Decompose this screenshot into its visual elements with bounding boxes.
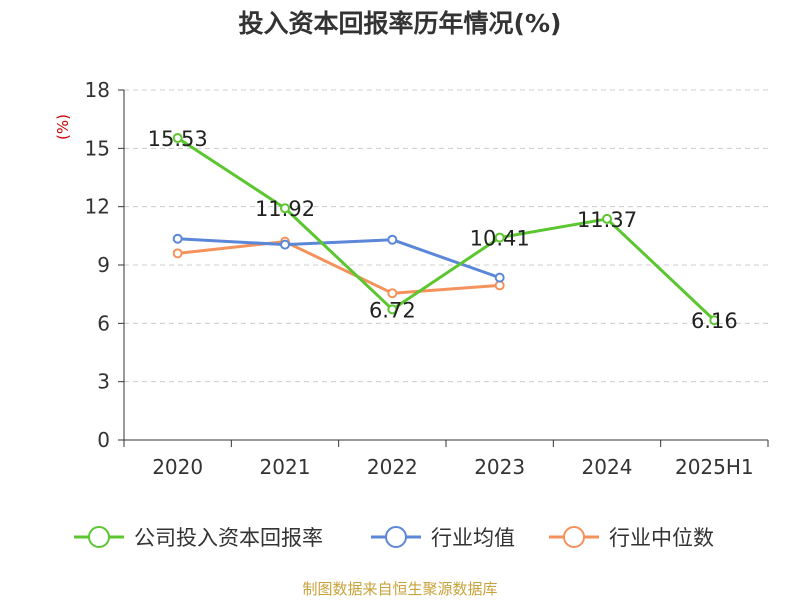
series-line: [176, 136, 716, 322]
legend-marker-icon: [385, 526, 407, 548]
x-tick-label: 2020: [152, 455, 203, 479]
x-tick-label: 2021: [260, 455, 311, 479]
y-tick-label: 6: [97, 311, 110, 335]
x-tick-label: 2025H1: [675, 455, 754, 479]
data-labels: 15.53 11.92 6.72 10.41 11.37 6.16: [148, 127, 738, 333]
legend-marker-icon: [563, 526, 585, 548]
data-point: [280, 239, 290, 250]
data-point: [280, 203, 290, 214]
data-label: 15.53: [148, 127, 208, 151]
legend-item[interactable]: 公司投入资本回报率: [74, 526, 323, 550]
x-tick-label: 2024: [582, 455, 633, 479]
x-tick-label: 2022: [367, 455, 418, 479]
legend-item[interactable]: 行业中位数: [549, 526, 714, 550]
y-axis-label: (%): [54, 114, 72, 140]
data-point: [602, 213, 612, 224]
legend[interactable]: 公司投入资本回报率 行业均值 行业中位数: [74, 526, 714, 550]
legend-label: 公司投入资本回报率: [134, 526, 323, 550]
legend-marker-icon: [88, 526, 110, 548]
legend-item[interactable]: 行业均值: [371, 526, 515, 550]
data-label: 10.41: [470, 227, 530, 251]
y-tick-label: 12: [85, 195, 110, 219]
data-point: [387, 288, 398, 299]
data-label: 6.72: [369, 298, 416, 322]
axes: 0 3 6 9 12 15 18 2020 2021 2022 2023 2024 2025H1 (%): [54, 78, 769, 479]
data-label: 6.16: [691, 309, 738, 333]
data-point: [172, 133, 183, 144]
data-point: [387, 304, 398, 315]
series-lines: [172, 133, 720, 326]
data-point: [709, 315, 720, 326]
data-point: [494, 232, 505, 243]
x-tick-label: 2023: [474, 455, 525, 479]
y-tick-label: 9: [97, 253, 110, 277]
data-point: [494, 272, 505, 283]
legend-label: 行业均值: [431, 526, 515, 550]
series-line: [177, 237, 501, 280]
data-point: [172, 248, 183, 259]
data-point: [387, 234, 398, 245]
chart-title: 投入资本回报率历年情况(%): [238, 9, 562, 38]
grid-lines: [124, 89, 768, 383]
legend-label: 行业中位数: [609, 526, 714, 550]
data-label: 11.37: [577, 208, 637, 232]
y-tick-label: 15: [85, 136, 110, 160]
data-label: 11.92: [255, 197, 315, 221]
source-note: 制图数据来自恒生聚源数据库: [302, 580, 498, 598]
y-tick-label: 0: [97, 428, 110, 452]
y-tick-label: 18: [85, 78, 110, 102]
data-point: [172, 233, 183, 244]
y-tick-label: 3: [97, 370, 110, 394]
series-line: [177, 240, 500, 295]
